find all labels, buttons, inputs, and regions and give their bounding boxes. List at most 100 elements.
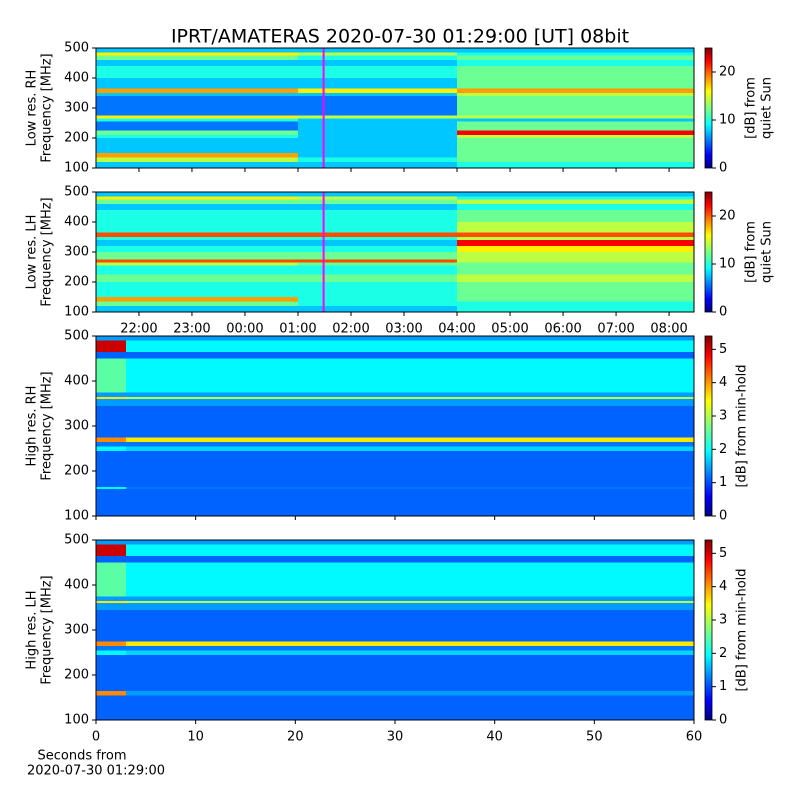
x-tick-label: 50: [586, 730, 603, 745]
heatmap-cell: [96, 66, 298, 78]
heatmap-cell: [96, 52, 298, 56]
heatmap-cell: [96, 118, 298, 122]
heatmap-cell: [96, 358, 126, 393]
heatmap-cell: [96, 437, 126, 442]
colorbar-tick-label: 3: [719, 613, 727, 628]
heatmap-cell: [96, 340, 126, 352]
heatmap-cell: [125, 405, 694, 438]
y-tick-label: 400: [64, 374, 89, 389]
heatmap-cell: [297, 265, 458, 275]
heatmap-cell: [297, 282, 458, 297]
heatmap-cell: [96, 540, 126, 545]
colorbar-tick-label: 2: [719, 442, 727, 457]
heatmap-cell: [125, 450, 694, 487]
y-tick-label: 500: [64, 41, 89, 56]
heatmap-cell: [297, 130, 458, 135]
heatmap-cell: [96, 60, 298, 66]
heatmap-cell: [96, 641, 126, 646]
heatmap-cell: [125, 446, 694, 451]
heatmap-cell: [96, 192, 298, 197]
y-tick-label: 300: [64, 101, 89, 116]
heatmap-cell: [297, 52, 458, 56]
colorbar-tick-label: 20: [719, 209, 736, 224]
heatmap-cell: [96, 93, 298, 96]
y-tick-label: 300: [64, 419, 89, 434]
heatmap-cell: [457, 306, 694, 312]
y-tick-label: 500: [64, 329, 89, 344]
heatmap-cell: [96, 48, 298, 53]
heatmap-cell: [457, 157, 694, 162]
x-tick-label: 00:00: [226, 322, 263, 337]
heatmap-cell: [457, 153, 694, 158]
heatmap-cell: [457, 162, 694, 168]
y-tick-label: 400: [64, 578, 89, 593]
heatmap-cell: [297, 246, 458, 252]
heatmap-cell: [96, 489, 126, 516]
heatmap-cell: [457, 252, 694, 260]
heatmap-cell: [457, 66, 694, 78]
colorbar-label: [dB] from: [744, 221, 759, 283]
heatmap-cell: [125, 392, 694, 397]
colorbar-tick-label: 4: [719, 375, 727, 390]
heatmap-cell: [297, 192, 458, 197]
colorbar-tick-label: 1: [719, 679, 727, 694]
y-axis-label: High res. RH: [25, 386, 40, 467]
heatmap-cell: [96, 88, 298, 93]
heatmap-cell: [96, 562, 126, 597]
x-tick-label: 05:00: [491, 322, 528, 337]
heatmap-cell: [125, 544, 694, 556]
colorbar-label: [dB] from min-hold: [735, 568, 750, 691]
heatmap-cell: [96, 265, 298, 275]
heatmap-cell: [457, 121, 694, 131]
heatmap-cell: [96, 157, 298, 162]
heatmap-cell: [297, 301, 458, 306]
colorbar-tick-label: 5: [719, 342, 727, 357]
heatmap-cell: [457, 237, 694, 240]
heatmap-cell: [125, 540, 694, 545]
heatmap-cell: [125, 358, 694, 393]
heatmap-cell: [125, 441, 694, 447]
heatmap-cell: [96, 544, 126, 556]
y-tick-label: 400: [64, 71, 89, 86]
heatmap-cell: [96, 695, 126, 720]
heatmap-cell: [96, 282, 298, 297]
x-tick-label: 06:00: [544, 322, 581, 337]
heatmap-cell: [297, 135, 458, 138]
x-tick-label: 08:00: [650, 322, 687, 337]
x-tick-label: 23:00: [173, 322, 210, 337]
heatmap-cell: [96, 336, 126, 341]
heatmap-cell: [457, 78, 694, 89]
heatmap-cell: [96, 240, 298, 246]
x-tick-label: 02:00: [332, 322, 369, 337]
heatmap-cell: [297, 157, 458, 162]
x-tick-label: 10: [187, 730, 204, 745]
x-tick-label: 0: [92, 730, 100, 745]
heatmap-cell: [96, 130, 298, 135]
heatmap-cell: [457, 240, 694, 246]
heatmap-cell: [96, 405, 126, 438]
heatmap-cell: [125, 641, 694, 646]
heatmap-cell: [297, 66, 458, 78]
y-tick-label: 200: [64, 275, 89, 290]
heatmap-cell: [297, 48, 458, 53]
heatmap-cell: [457, 55, 694, 60]
y-tick-label: 100: [64, 713, 89, 728]
heatmap-cell: [125, 654, 694, 691]
y-tick-label: 100: [64, 305, 89, 320]
heatmap-cell: [96, 262, 298, 266]
heatmap-cell: [96, 162, 298, 168]
heatmap-cell: [96, 297, 298, 302]
heatmap-cell: [96, 252, 298, 260]
heatmap-cell: [125, 609, 694, 642]
x-tick-label: 07:00: [597, 322, 634, 337]
heatmap-cell: [96, 153, 298, 158]
heatmap-cell: [297, 306, 458, 312]
x-axis-label: 2020-07-30 01:29:00: [27, 764, 165, 779]
heatmap-cell: [297, 138, 458, 153]
colorbar-tick-label: 0: [719, 305, 727, 320]
y-tick-label: 200: [64, 131, 89, 146]
y-tick-label: 200: [64, 668, 89, 683]
y-tick-label: 300: [64, 623, 89, 638]
heatmap-cell: [96, 237, 298, 240]
